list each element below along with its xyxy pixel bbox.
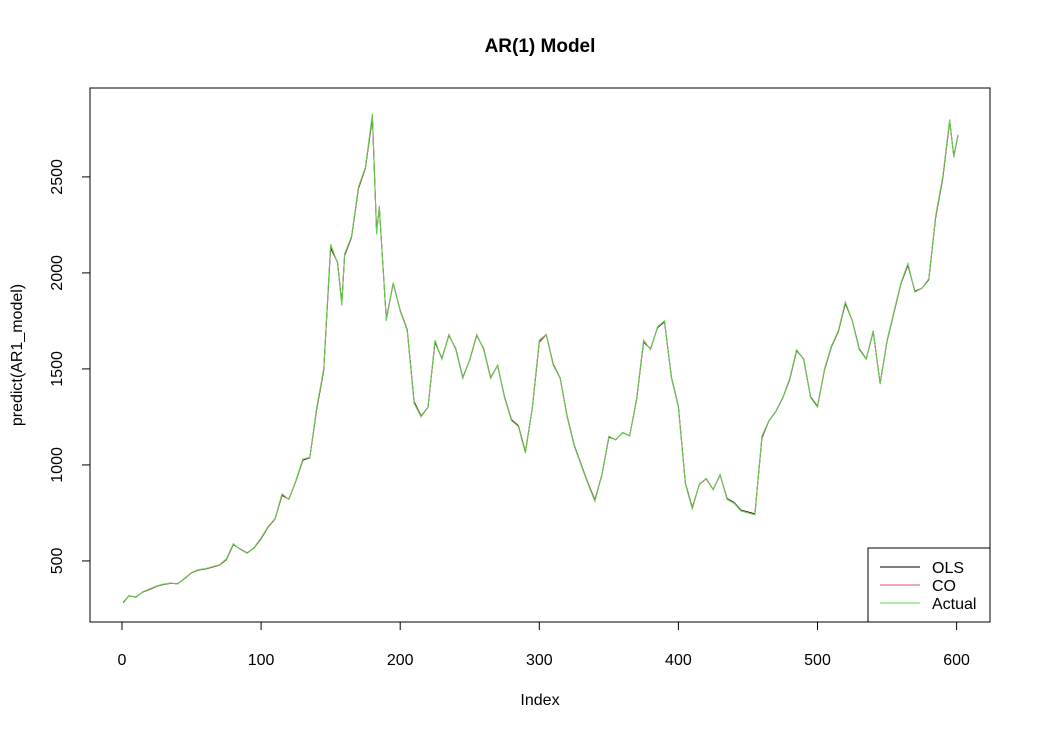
chart-title: AR(1) Model bbox=[485, 36, 596, 57]
y-tick-label: 2500 bbox=[49, 159, 66, 195]
x-tick-label: 500 bbox=[804, 652, 831, 669]
y-axis-label: predict(AR1_model) bbox=[9, 284, 26, 426]
y-tick-label: 2000 bbox=[49, 255, 66, 291]
y-tick-label: 1000 bbox=[49, 447, 66, 483]
x-tick-label: 200 bbox=[387, 652, 414, 669]
legend-label: Actual bbox=[932, 596, 976, 613]
legend-label: OLS bbox=[932, 560, 964, 577]
y-tick-label: 500 bbox=[49, 547, 66, 574]
legend-label: CO bbox=[932, 578, 956, 595]
x-tick-label: 300 bbox=[526, 652, 553, 669]
y-tick-label: 1500 bbox=[49, 351, 66, 387]
x-tick-label: 100 bbox=[248, 652, 275, 669]
x-tick-label: 600 bbox=[943, 652, 970, 669]
series-line bbox=[122, 113, 959, 604]
x-axis-label: Index bbox=[520, 692, 559, 709]
x-tick-label: 400 bbox=[665, 652, 692, 669]
x-tick-label: 0 bbox=[118, 652, 127, 669]
